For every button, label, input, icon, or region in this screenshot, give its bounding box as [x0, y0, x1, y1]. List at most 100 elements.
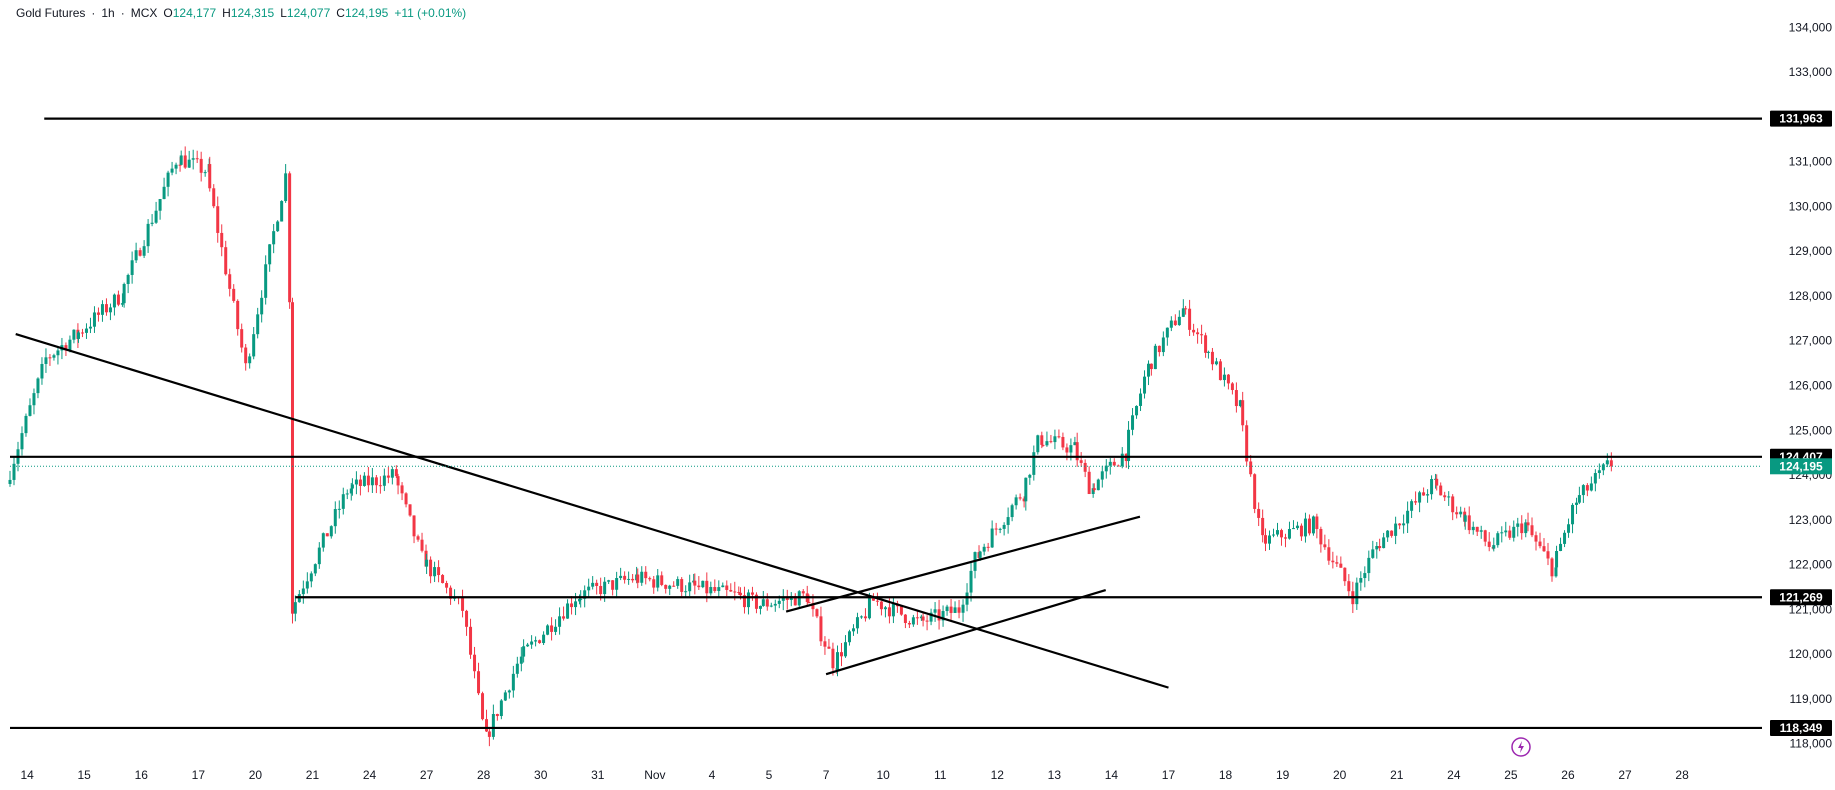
candle-body	[68, 339, 72, 351]
symbol-name[interactable]: Gold Futures	[16, 6, 86, 20]
candle-body	[1083, 462, 1087, 472]
candle-body	[855, 617, 859, 629]
candle-body	[1355, 582, 1359, 605]
candle-body	[777, 600, 781, 604]
last-price-tag	[1770, 458, 1832, 475]
candle-body	[174, 164, 178, 169]
x-tick-label: 24	[363, 768, 377, 782]
candle-body	[781, 598, 785, 601]
candle-body	[420, 539, 424, 551]
candle-body	[288, 173, 292, 303]
candle-body	[929, 612, 933, 622]
candle-body	[1045, 441, 1049, 446]
y-tick-label: 129,000	[1789, 244, 1833, 258]
candle-body	[195, 158, 199, 160]
candle-body	[957, 607, 961, 613]
candle-body	[1075, 442, 1079, 461]
candle-body	[1371, 549, 1375, 558]
candle-body	[558, 616, 562, 627]
candle-body	[982, 546, 986, 552]
candle-body	[400, 485, 404, 494]
candle-body	[595, 582, 599, 586]
candle-body	[481, 693, 485, 720]
candle-body	[697, 585, 701, 588]
candle-body	[183, 155, 187, 168]
y-tick-label: 121,000	[1789, 602, 1833, 616]
candle-body	[491, 714, 495, 737]
candle-body	[1577, 495, 1581, 503]
candle-body	[1418, 492, 1422, 503]
candle-body	[542, 634, 546, 644]
candle-body	[961, 604, 965, 613]
level-price-label: 118,349	[1780, 721, 1823, 735]
candle-body	[672, 585, 676, 587]
candle-body	[1014, 497, 1018, 506]
trendline[interactable]	[825, 588, 1107, 676]
x-tick-label: 15	[78, 768, 92, 782]
y-tick-label: 120,000	[1789, 647, 1833, 661]
candle-body	[1283, 537, 1287, 539]
candle-body	[1559, 543, 1563, 551]
candle-body	[664, 584, 668, 589]
candle-body	[1112, 461, 1116, 466]
candle-body	[522, 646, 526, 657]
candle-body	[1567, 524, 1571, 533]
candle-body	[815, 609, 819, 617]
candle-body	[1550, 558, 1554, 577]
y-tick-label: 127,000	[1789, 334, 1833, 348]
candle-body	[120, 303, 124, 305]
candle-body	[1546, 551, 1550, 559]
candle-body	[863, 616, 867, 619]
candle-body	[280, 201, 284, 222]
candle-body	[754, 594, 758, 609]
x-tick-label: 17	[192, 768, 206, 782]
candle-body	[1036, 435, 1040, 453]
candle-body	[1218, 361, 1222, 381]
header-sep-1: ·	[91, 6, 96, 20]
candle-body	[1104, 465, 1108, 472]
candle-body	[1589, 483, 1593, 491]
candle-body	[1100, 471, 1104, 480]
candle-body	[746, 592, 750, 608]
candle-body	[1375, 546, 1379, 550]
candle-body	[212, 188, 216, 207]
candle-body	[1585, 485, 1589, 491]
candle-body	[1079, 460, 1083, 463]
candle-body	[487, 731, 491, 737]
x-tick-label: 31	[591, 768, 605, 782]
symbol-header: Gold Futures · 1h · MCX O124,177 H124,31…	[16, 6, 466, 20]
candle-body	[578, 598, 582, 602]
candle-body	[693, 580, 697, 586]
candle-body	[1430, 479, 1434, 495]
candle-body	[1459, 511, 1463, 515]
candle-body	[1040, 435, 1044, 445]
candle-body	[134, 250, 138, 261]
candle-body	[811, 603, 815, 610]
x-tick-label: 5	[766, 768, 773, 782]
candle-body	[1526, 522, 1530, 526]
candle-body	[729, 589, 733, 592]
candle-body	[1331, 560, 1335, 563]
candle-body	[534, 640, 538, 642]
level-price-label: 121,269	[1779, 590, 1823, 604]
candle-body	[1041, 444, 1045, 446]
x-tick-label: 19	[1276, 768, 1290, 782]
y-tick-label: 118,000	[1790, 737, 1833, 751]
candle-body	[879, 601, 883, 610]
trendline[interactable]	[15, 332, 1169, 689]
candle-body	[386, 475, 390, 478]
trendline[interactable]	[785, 515, 1141, 613]
candle-body	[1165, 327, 1169, 338]
candle-body	[92, 312, 96, 327]
candle-body	[1222, 374, 1226, 381]
candle-body	[709, 587, 713, 594]
candle-body	[1439, 485, 1443, 496]
interval[interactable]: 1h	[101, 6, 115, 20]
candle-body	[1022, 498, 1026, 502]
drawings-layer	[10, 117, 1762, 730]
candle-body	[1096, 479, 1100, 491]
ohlc-change: +11 (+0.01%)	[394, 6, 467, 20]
candle-body	[1188, 308, 1192, 330]
